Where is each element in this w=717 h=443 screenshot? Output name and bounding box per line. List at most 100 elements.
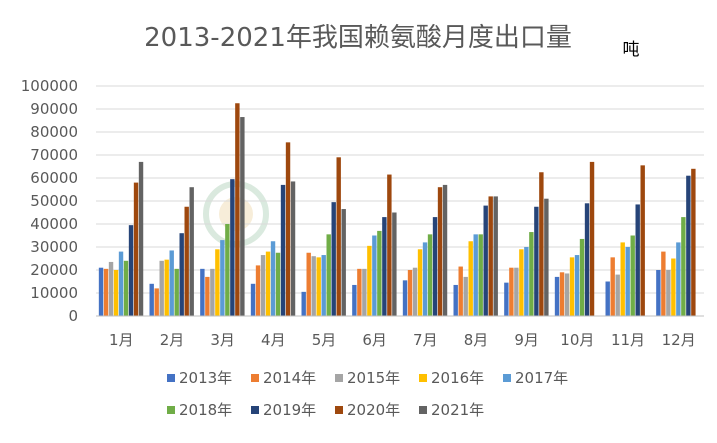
x-tick-label: 7月 bbox=[413, 331, 438, 349]
bar-2014年-11月 bbox=[610, 257, 615, 316]
bar-2016年-3月 bbox=[215, 249, 220, 316]
y-tick-label: 50000 bbox=[30, 192, 78, 210]
bar-2021年-2月 bbox=[189, 187, 194, 316]
bar-2013年-4月 bbox=[250, 283, 256, 316]
bar-2015年-11月 bbox=[615, 274, 620, 316]
bar-2019年-12月 bbox=[686, 175, 691, 316]
chart-title: 2013-2021年我国赖氨酸月度出口量 bbox=[144, 23, 572, 53]
bar-2013年-9月 bbox=[504, 282, 509, 316]
bar-2015年-10月 bbox=[564, 273, 570, 316]
legend-swatch bbox=[419, 406, 427, 414]
bar-2016年-11月 bbox=[620, 242, 625, 316]
bar-2018年-2月 bbox=[174, 268, 179, 316]
bar-2019年-6月 bbox=[382, 217, 387, 316]
bar-2018年-3月 bbox=[225, 224, 230, 316]
legend-label: 2017年 bbox=[515, 369, 568, 387]
x-tick-label: 6月 bbox=[362, 331, 387, 349]
bar-2020年-8月 bbox=[488, 196, 493, 316]
legend-label: 2020年 bbox=[347, 401, 400, 419]
bars bbox=[98, 103, 696, 316]
bar-2017年-10月 bbox=[574, 255, 580, 316]
legend-label: 2015年 bbox=[347, 369, 400, 387]
x-tick-label: 3月 bbox=[210, 331, 235, 349]
bar-2013年-11月 bbox=[605, 281, 610, 316]
bar-2016年-10月 bbox=[569, 257, 575, 316]
legend-swatch bbox=[167, 406, 175, 414]
x-axis-ticks: 1月 2月 3月 4月 5月 6月 7月 8月 9月 10月 11月 12月 bbox=[109, 331, 696, 349]
bar-2015年-7月 bbox=[412, 267, 418, 316]
legend-swatch bbox=[167, 374, 175, 382]
bar-2020年-11月 bbox=[640, 165, 645, 316]
legend-swatch bbox=[251, 374, 259, 382]
bar-2017年-6月 bbox=[372, 235, 377, 316]
bar-2018年-12月 bbox=[681, 217, 686, 316]
unit-label: 吨 bbox=[623, 40, 640, 60]
bar-2020年-1月 bbox=[133, 182, 139, 316]
bar-2019年-7月 bbox=[432, 217, 438, 316]
legend-swatch bbox=[335, 374, 343, 382]
x-tick-label: 11月 bbox=[611, 331, 645, 349]
bar-2017年-1月 bbox=[118, 251, 124, 316]
legend-swatch bbox=[335, 406, 343, 414]
bar-2019年-9月 bbox=[534, 206, 539, 316]
bar-2014年-4月 bbox=[255, 265, 261, 316]
legend-label: 2016年 bbox=[431, 369, 484, 387]
legend-label: 2014年 bbox=[263, 369, 316, 387]
y-tick-label: 0 bbox=[68, 307, 78, 325]
bar-2020年-7月 bbox=[437, 187, 443, 316]
bar-2020年-4月 bbox=[285, 142, 291, 316]
bar-2017年-4月 bbox=[270, 241, 276, 316]
bar-2014年-9月 bbox=[509, 267, 514, 316]
bar-2019年-2月 bbox=[179, 233, 184, 316]
bar-2020年-5月 bbox=[336, 157, 341, 316]
bar-2014年-2月 bbox=[154, 288, 159, 316]
y-tick-label: 40000 bbox=[30, 215, 78, 233]
bar-2017年-2月 bbox=[169, 250, 174, 316]
y-tick-label: 90000 bbox=[30, 100, 78, 118]
x-tick-label: 5月 bbox=[312, 331, 337, 349]
bar-2014年-7月 bbox=[407, 270, 413, 316]
bar-2018年-5月 bbox=[326, 234, 331, 316]
bar-2013年-3月 bbox=[200, 268, 205, 316]
bar-2013年-7月 bbox=[402, 280, 408, 316]
bar-2015年-12月 bbox=[666, 270, 671, 316]
y-tick-label: 100000 bbox=[21, 77, 78, 95]
legend-label: 2019年 bbox=[263, 401, 316, 419]
bar-2016年-12月 bbox=[671, 258, 676, 316]
bar-2021年-4月 bbox=[290, 181, 296, 316]
bar-2019年-8月 bbox=[483, 205, 488, 316]
bar-2016年-2月 bbox=[164, 259, 169, 316]
bar-2014年-5月 bbox=[306, 252, 311, 316]
legend-swatch bbox=[503, 374, 511, 382]
y-axis-ticks: 0 10000 20000 30000 40000 50000 60000 70000 8000… bbox=[21, 77, 78, 325]
bar-2014年-6月 bbox=[357, 268, 362, 316]
bar-2018年-8月 bbox=[478, 234, 483, 316]
bar-2020年-2月 bbox=[184, 206, 189, 316]
y-tick-label: 60000 bbox=[30, 169, 78, 187]
x-tick-label: 1月 bbox=[109, 331, 134, 349]
legend-label: 2018年 bbox=[179, 401, 232, 419]
bar-2013年-8月 bbox=[453, 284, 458, 316]
y-tick-label: 20000 bbox=[30, 261, 78, 279]
bar-2018年-1月 bbox=[123, 260, 129, 316]
y-tick-label: 70000 bbox=[30, 146, 78, 164]
bar-2016年-6月 bbox=[367, 245, 372, 316]
bar-2016年-9月 bbox=[519, 249, 524, 316]
bar-2015年-5月 bbox=[311, 256, 316, 316]
bar-2015年-1月 bbox=[108, 261, 114, 316]
x-tick-label: 8月 bbox=[464, 331, 489, 349]
bar-2019年-4月 bbox=[280, 184, 286, 316]
gridlines bbox=[96, 85, 704, 294]
bar-2020年-9月 bbox=[539, 172, 544, 316]
bar-2013年-10月 bbox=[554, 276, 560, 316]
bar-2018年-11月 bbox=[630, 235, 635, 316]
bar-2018年-10月 bbox=[579, 238, 585, 316]
bar-2015年-3月 bbox=[210, 268, 215, 316]
legend-label: 2013年 bbox=[179, 369, 232, 387]
bar-2020年-6月 bbox=[387, 174, 392, 316]
bar-2018年-4月 bbox=[275, 252, 281, 316]
bar-2017年-3月 bbox=[220, 240, 225, 316]
legend-swatch bbox=[251, 406, 259, 414]
bar-2015年-9月 bbox=[514, 267, 519, 316]
bar-2013年-5月 bbox=[301, 291, 306, 316]
